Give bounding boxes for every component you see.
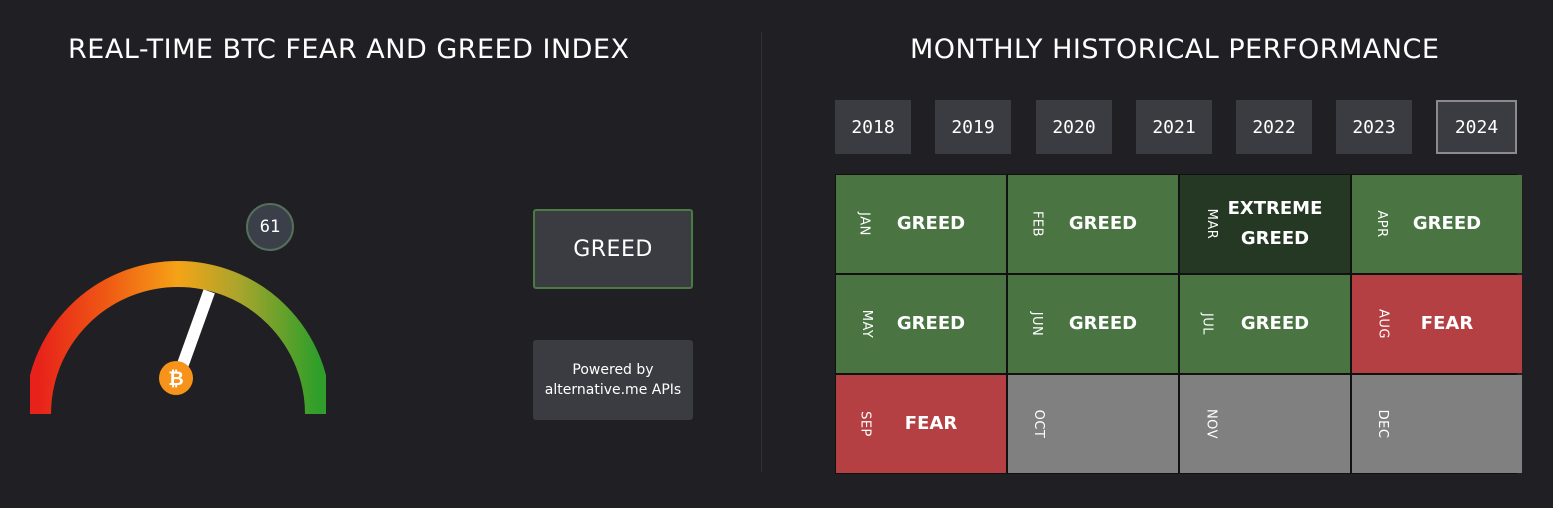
month-cell-nov: NOV <box>1180 375 1350 473</box>
month-cell-aug: AUG FEAR <box>1352 275 1522 373</box>
month-label: DEC <box>1374 409 1390 439</box>
month-label: SEP <box>857 411 873 437</box>
month-cell-sep: SEP FEAR <box>836 375 1006 473</box>
panel-divider <box>761 32 762 472</box>
month-cell-dec: DEC <box>1352 375 1522 473</box>
month-label: OCT <box>1030 409 1046 439</box>
month-sentiment: GREED <box>896 213 966 234</box>
month-label: AUG <box>1375 309 1391 339</box>
month-sentiment: EXTREME GREED <box>1227 198 1323 249</box>
powered-by-source: alternative.me APIs <box>544 382 682 398</box>
month-label: FEB <box>1029 210 1045 238</box>
month-sentiment: GREED <box>896 313 966 334</box>
gauge-arc <box>30 261 326 415</box>
month-label: JUL <box>1199 312 1215 336</box>
month-sentiment: GREED <box>1068 313 1138 334</box>
month-cell-mar: MAR EXTREME GREED <box>1180 175 1350 273</box>
year-button-2024[interactable]: 2024 <box>1436 100 1517 154</box>
month-sentiment: GREED <box>1068 213 1138 234</box>
index-title: REAL-TIME BTC FEAR AND GREED INDEX <box>68 34 630 65</box>
year-button-2023[interactable]: 2023 <box>1336 100 1412 154</box>
index-value-badge: 61 <box>246 203 294 251</box>
year-button-2022[interactable]: 2022 <box>1236 100 1312 154</box>
month-cell-jul: JUL GREED <box>1180 275 1350 373</box>
powered-by-label: Powered by <box>572 362 654 378</box>
month-sentiment: FEAR <box>1420 313 1474 334</box>
month-label: JAN <box>856 212 872 236</box>
svg-text:₿: ₿ <box>168 368 183 390</box>
bitcoin-icon: ₿ <box>159 361 193 395</box>
month-sentiment: FEAR <box>904 413 958 434</box>
month-label: APR <box>1374 210 1390 238</box>
year-button-2020[interactable]: 2020 <box>1036 100 1112 154</box>
month-label: NOV <box>1203 408 1219 440</box>
month-label: MAR <box>1203 208 1219 240</box>
month-label: MAY <box>858 309 874 339</box>
history-title: MONTHLY HISTORICAL PERFORMANCE <box>910 34 1440 65</box>
month-cell-apr: APR GREED <box>1352 175 1522 273</box>
month-sentiment: GREED <box>1412 213 1482 234</box>
month-cell-jan: JAN GREED <box>836 175 1006 273</box>
month-cell-may: MAY GREED <box>836 275 1006 373</box>
months-grid: JAN GREED FEB GREED MAR EXTREME GREED APR GREED… <box>835 174 1522 474</box>
month-cell-feb: FEB GREED <box>1008 175 1178 273</box>
month-label: JUN <box>1028 311 1044 337</box>
year-button-2019[interactable]: 2019 <box>935 100 1011 154</box>
month-cell-oct: OCT <box>1008 375 1178 473</box>
year-button-2021[interactable]: 2021 <box>1136 100 1212 154</box>
powered-by-badge[interactable]: Powered by alternative.me APIs <box>533 340 693 420</box>
fear-greed-gauge: ₿ <box>30 261 326 415</box>
year-button-2018[interactable]: 2018 <box>835 100 911 154</box>
current-status: GREED <box>533 209 693 289</box>
month-cell-jun: JUN GREED <box>1008 275 1178 373</box>
month-sentiment: GREED <box>1240 313 1310 334</box>
